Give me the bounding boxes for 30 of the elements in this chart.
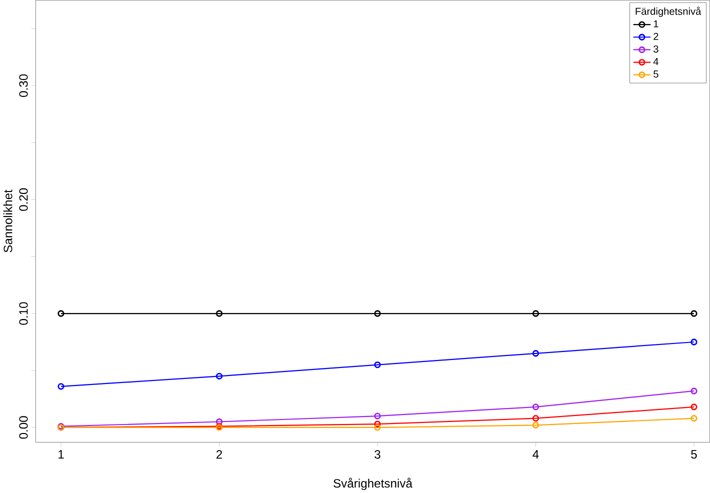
point <box>532 403 540 410</box>
y-tick-label: 0.00 <box>19 416 28 439</box>
x-tick-label: 5 <box>691 450 697 458</box>
point <box>216 310 223 317</box>
point <box>374 310 381 317</box>
point <box>532 422 540 428</box>
x-tick-label: 4 <box>532 450 539 458</box>
legend-title: Färdighetsnivå <box>636 6 702 17</box>
point <box>216 372 223 380</box>
x-tick-label: 1 <box>58 450 64 458</box>
legend-label: 4 <box>653 58 658 65</box>
point <box>532 310 540 317</box>
point <box>374 420 381 428</box>
legend-label: 1 <box>654 20 658 28</box>
y-tick-label: 0.10 <box>19 302 28 325</box>
point <box>532 350 540 357</box>
point <box>532 414 540 422</box>
x-tick-label: 3 <box>374 450 380 458</box>
y-tick-label: 0.20 <box>19 188 28 211</box>
x-axis-title: Svårighetsnivå <box>334 478 412 490</box>
legend-label: 5 <box>654 70 658 78</box>
point <box>374 412 381 420</box>
y-axis-title: Sannolikhet <box>3 189 12 252</box>
legend-label: 2 <box>654 32 658 40</box>
point <box>374 424 381 431</box>
point <box>216 418 223 425</box>
point <box>374 361 381 368</box>
y-tick-label: 0.30 <box>19 74 28 97</box>
x-tick-label: 2 <box>216 450 222 458</box>
legend-label: 3 <box>654 45 658 52</box>
